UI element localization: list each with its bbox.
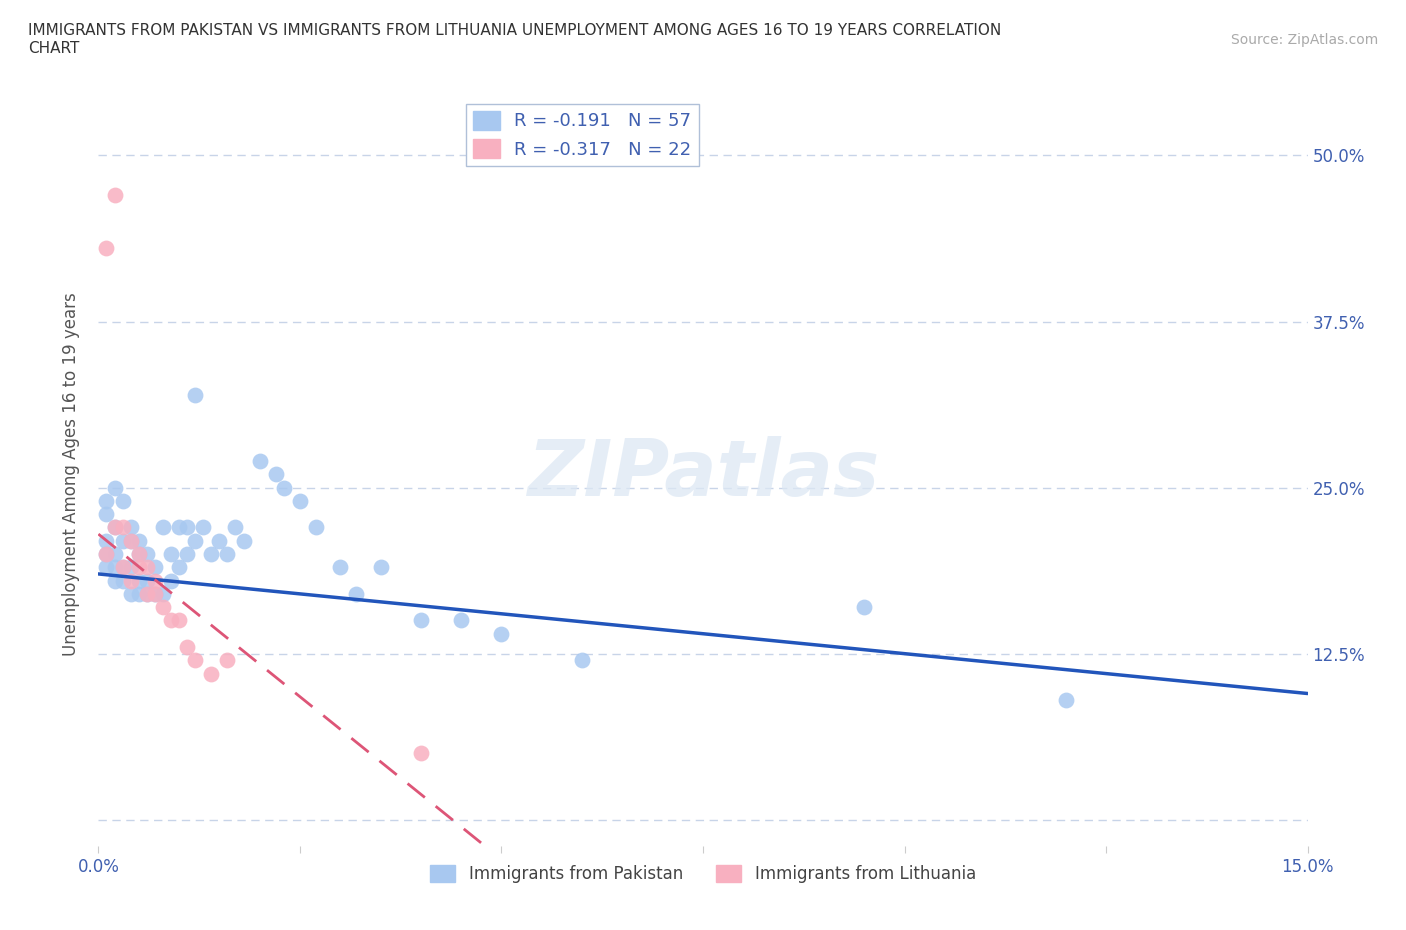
Point (143, 560, 166, 575)
Point (135, 547, 157, 562)
Point (128, 547, 150, 562)
Point (370, 560, 392, 575)
Point (128, 533, 150, 548)
Point (152, 587, 174, 602)
Point (152, 600, 174, 615)
Point (184, 387, 207, 402)
Text: IMMIGRANTS FROM PAKISTAN VS IMMIGRANTS FROM LITHUANIA UNEMPLOYMENT AMONG AGES 16: IMMIGRANTS FROM PAKISTAN VS IMMIGRANTS F… (28, 23, 1001, 56)
Point (103, 480, 125, 495)
Point (571, 653, 593, 668)
Point (305, 520, 328, 535)
Text: ZIPatlas: ZIPatlas (527, 436, 879, 512)
Point (344, 587, 367, 602)
Point (217, 653, 239, 668)
Point (329, 560, 352, 575)
Point (135, 587, 157, 602)
Point (224, 520, 246, 535)
Point (128, 587, 150, 602)
Point (96, 547, 118, 562)
Point (288, 494, 311, 509)
Point (160, 547, 183, 562)
Point (143, 587, 166, 602)
Point (135, 587, 157, 602)
Point (491, 626, 513, 641)
Point (143, 587, 166, 602)
Point (120, 573, 142, 588)
Point (111, 533, 134, 548)
Point (120, 533, 142, 548)
Legend: Immigrants from Pakistan, Immigrants from Lithuania: Immigrants from Pakistan, Immigrants fro… (423, 858, 983, 890)
Point (167, 613, 190, 628)
Point (128, 573, 150, 588)
Point (160, 613, 183, 628)
Point (103, 188, 125, 203)
Point (96, 507, 118, 522)
Point (167, 520, 190, 535)
Point (120, 560, 142, 575)
Point (128, 560, 150, 575)
Point (167, 560, 190, 575)
Point (103, 560, 125, 575)
Point (120, 587, 142, 602)
Point (193, 520, 215, 535)
Point (176, 640, 198, 655)
Point (143, 573, 166, 588)
Point (128, 547, 150, 562)
Point (96, 560, 118, 575)
Point (450, 613, 472, 628)
Point (96, 533, 118, 548)
Point (103, 520, 125, 535)
Point (409, 613, 432, 628)
Point (103, 573, 125, 588)
Point (160, 573, 183, 588)
Point (200, 547, 222, 562)
Point (103, 547, 125, 562)
Point (96, 494, 118, 509)
Point (111, 560, 134, 575)
Point (273, 480, 295, 495)
Point (208, 533, 231, 548)
Y-axis label: Unemployment Among Ages 16 to 19 years: Unemployment Among Ages 16 to 19 years (62, 292, 80, 657)
Point (249, 454, 271, 469)
Point (264, 467, 287, 482)
Point (111, 520, 134, 535)
Point (103, 520, 125, 535)
Point (184, 533, 207, 548)
Point (200, 666, 222, 681)
Point (853, 600, 876, 615)
Text: Source: ZipAtlas.com: Source: ZipAtlas.com (1230, 33, 1378, 46)
Point (135, 560, 157, 575)
Point (96, 547, 118, 562)
Point (232, 533, 254, 548)
Point (135, 573, 157, 588)
Point (184, 653, 207, 668)
Point (111, 573, 134, 588)
Point (120, 520, 142, 535)
Point (111, 560, 134, 575)
Point (120, 533, 142, 548)
Point (409, 746, 432, 761)
Point (176, 547, 198, 562)
Point (111, 494, 134, 509)
Point (217, 547, 239, 562)
Point (176, 520, 198, 535)
Point (1054, 693, 1077, 708)
Point (152, 520, 174, 535)
Point (96, 241, 118, 256)
